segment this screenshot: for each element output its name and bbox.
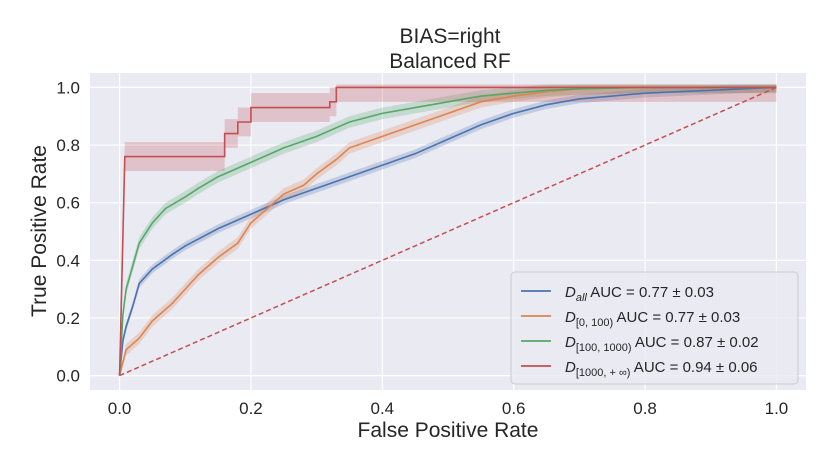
y-tick-label: 0.4: [56, 251, 80, 270]
y-axis-label: True Positive Rate: [28, 145, 51, 317]
y-tick-label: 0.2: [56, 309, 80, 328]
legend-label: D[100, 1000) AUC = 0.87 ± 0.02: [565, 334, 759, 354]
y-tick-label: 0.0: [56, 367, 80, 386]
roc-lines: [118, 86, 777, 377]
chart-subtitle: Balanced RF: [389, 50, 510, 73]
confidence-bands: [119, 84, 777, 376]
legend-label: D[1000, + ∞) AUC = 0.94 ± 0.06: [565, 359, 758, 379]
roc-line: [118, 86, 777, 376]
y-tick-labels: 0.0 0.2 0.4 0.6 0.8 1.0: [56, 78, 80, 385]
roc-line: [118, 86, 777, 376]
x-tick-labels: 0.0 0.2 0.4 0.6 0.8 1.0: [108, 399, 789, 418]
x-tick-label: 0.4: [370, 399, 394, 418]
x-tick-label: 0.6: [502, 399, 526, 418]
roc-line: [118, 86, 777, 376]
x-axis-label: False Positive Rate: [358, 419, 539, 442]
legend: Dall AUC = 0.77 ± 0.03 D[0, 100) AUC = 0.…: [510, 271, 799, 385]
x-tick-label: 0.0: [108, 399, 132, 418]
y-tick-label: 0.6: [56, 194, 80, 213]
legend-label: Dall AUC = 0.77 ± 0.03: [565, 284, 714, 304]
x-tick-label: 0.8: [633, 399, 657, 418]
legend-box: [510, 271, 799, 385]
x-tick-label: 0.2: [239, 399, 263, 418]
y-tick-label: 1.0: [56, 78, 80, 97]
chart-title: BIAS=right: [400, 25, 501, 48]
legend-label: D[0, 100) AUC = 0.77 ± 0.03: [565, 309, 740, 329]
y-tick-label: 0.8: [56, 136, 80, 155]
x-tick-label: 1.0: [765, 399, 789, 418]
roc-line: [118, 86, 777, 376]
confidence-band: [119, 84, 777, 376]
